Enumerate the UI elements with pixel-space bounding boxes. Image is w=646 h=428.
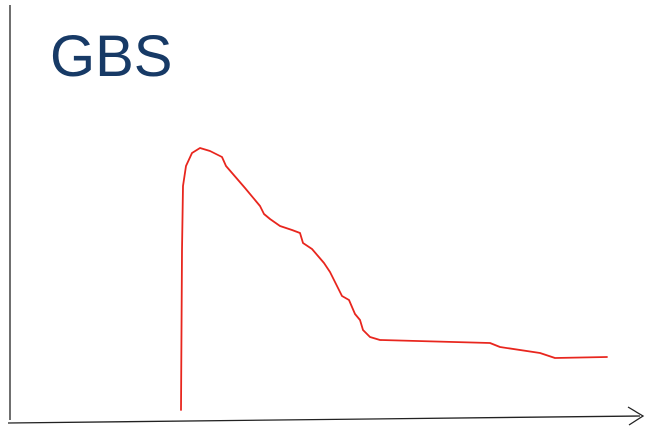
title: GBS xyxy=(50,24,173,89)
x-axis xyxy=(7,415,641,424)
x-axis-arrow xyxy=(627,406,645,426)
curve xyxy=(180,147,608,411)
